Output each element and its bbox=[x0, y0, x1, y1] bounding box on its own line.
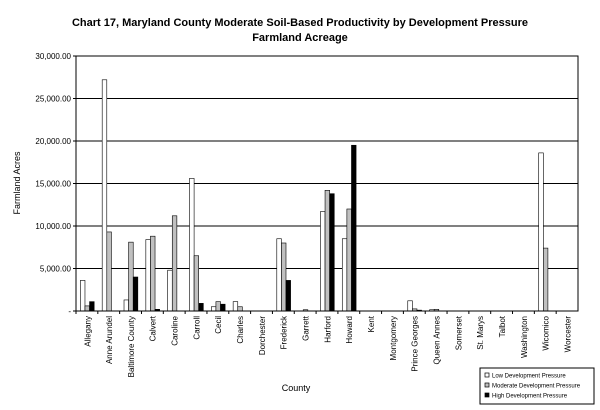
bar bbox=[123, 299, 129, 312]
bar bbox=[237, 306, 243, 312]
bar bbox=[193, 255, 200, 312]
bar bbox=[351, 144, 357, 312]
bar bbox=[324, 190, 330, 312]
bar bbox=[346, 208, 352, 312]
x-tick-label: Garrett bbox=[302, 315, 311, 341]
bar bbox=[329, 193, 335, 312]
x-axis-label: County bbox=[282, 383, 311, 393]
x-tick-label: Queen Annes bbox=[432, 316, 441, 364]
bar bbox=[341, 238, 348, 312]
y-tick-label: 25,000.00 bbox=[35, 95, 71, 104]
x-tick-label: Prince Georges bbox=[411, 316, 420, 372]
legend-label-low: Low Development Pressure bbox=[492, 374, 566, 380]
bar bbox=[132, 276, 139, 312]
x-tick-label: Carroll bbox=[192, 316, 201, 340]
legend-label-moderate: Moderate Development Pressure bbox=[492, 384, 581, 390]
x-tick-label: Charles bbox=[236, 316, 245, 344]
bar bbox=[189, 178, 195, 312]
y-tick-label: 30,000.00 bbox=[35, 52, 71, 61]
bars bbox=[80, 79, 549, 312]
bar bbox=[171, 215, 178, 312]
y-tick-label: - bbox=[68, 307, 71, 316]
x-tick-label: Washington bbox=[520, 316, 529, 358]
bar bbox=[220, 303, 226, 312]
bar bbox=[167, 269, 173, 312]
x-tick-label: Allegany bbox=[83, 316, 92, 347]
legend: Low Development Pressure Moderate Develo… bbox=[479, 367, 595, 405]
bar bbox=[281, 242, 287, 312]
bar bbox=[89, 301, 95, 312]
x-tick-label: Calvert bbox=[149, 315, 158, 341]
x-tick-label: Kent bbox=[367, 315, 376, 332]
x-tick-label: Cecil bbox=[214, 316, 223, 334]
x-tick-label: Frederick bbox=[280, 315, 289, 349]
x-tick-label: Dorchester bbox=[258, 316, 267, 355]
x-axis-ticks: Allegany Anne Arundel Baltimore County Calv… bbox=[75, 311, 572, 377]
legend-label-high: High Development Pressure bbox=[492, 394, 568, 400]
bar bbox=[543, 247, 549, 312]
y-tick-label: 20,000.00 bbox=[35, 137, 71, 146]
x-tick-label: Harford bbox=[323, 316, 332, 343]
x-tick-label: Howard bbox=[345, 316, 354, 344]
bar bbox=[80, 280, 86, 312]
gridlines bbox=[76, 98, 578, 269]
bar bbox=[128, 241, 134, 312]
bar bbox=[106, 231, 112, 312]
x-tick-label: Talbot bbox=[498, 315, 507, 337]
x-tick-label: Somerset bbox=[454, 315, 463, 350]
bar bbox=[101, 79, 108, 312]
x-tick-label: Baltimore County bbox=[127, 316, 136, 377]
bar bbox=[407, 300, 413, 312]
legend-box bbox=[479, 367, 595, 405]
x-tick-label: Montgomery bbox=[389, 316, 398, 360]
bar bbox=[232, 301, 239, 312]
legend-swatch-moderate bbox=[484, 382, 490, 388]
y-tick-label: 10,000.00 bbox=[35, 222, 71, 231]
y-tick-label: 5,000.00 bbox=[40, 265, 72, 274]
bar bbox=[320, 211, 326, 312]
bar bbox=[150, 235, 156, 312]
legend-swatch-low bbox=[484, 372, 490, 378]
x-tick-label: Anne Arundel bbox=[105, 316, 114, 364]
chart-title: Chart 17, Maryland County Moderate Soil-… bbox=[72, 17, 528, 29]
bar bbox=[538, 152, 544, 312]
bar bbox=[84, 305, 90, 312]
chart-subtitle: Farmland Acreage bbox=[252, 32, 348, 44]
y-axis-ticks: - 5,000.00 10,000.00 15,000.00 20,000.00 25,0… bbox=[35, 52, 76, 316]
bar bbox=[198, 303, 204, 312]
bar bbox=[145, 239, 151, 312]
plot-area-frame bbox=[75, 55, 579, 312]
x-tick-label: Wicomico bbox=[542, 315, 551, 350]
y-axis-label: Farmland Acres bbox=[12, 151, 22, 215]
bar bbox=[211, 306, 217, 312]
x-tick-label: St. Marys bbox=[476, 316, 485, 350]
bar bbox=[215, 301, 221, 312]
y-tick-label: 15,000.00 bbox=[35, 180, 71, 189]
bar bbox=[285, 280, 291, 312]
x-tick-label: Worcester bbox=[563, 316, 572, 353]
x-tick-label: Caroline bbox=[171, 315, 180, 345]
bar bbox=[276, 238, 282, 312]
legend-swatch-high bbox=[484, 392, 490, 398]
